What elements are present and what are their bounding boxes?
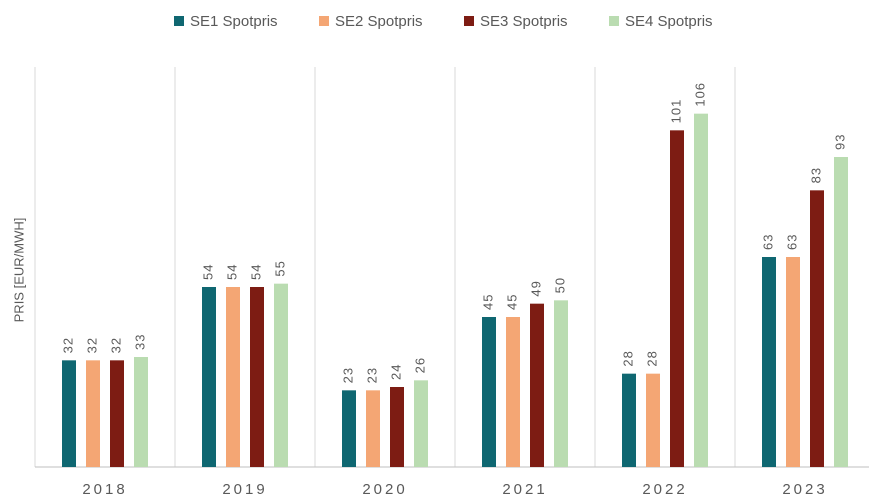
value-label: 93 <box>832 134 847 150</box>
value-label: 54 <box>248 264 263 280</box>
value-label: 45 <box>504 294 519 310</box>
bar <box>646 373 660 467</box>
legend-label: SE4 Spotpris <box>625 13 713 30</box>
x-tick-label: 2021 <box>502 481 547 498</box>
value-label: 32 <box>108 337 123 353</box>
bar <box>670 130 684 468</box>
x-tick-label: 2018 <box>82 481 127 498</box>
bar <box>226 287 240 467</box>
bar <box>342 390 356 467</box>
bar <box>110 360 124 467</box>
value-label: 33 <box>132 334 147 350</box>
bar <box>506 317 520 467</box>
x-tick-label: 2019 <box>222 481 267 498</box>
bar <box>414 380 428 467</box>
legend-label: SE2 Spotpris <box>335 13 423 30</box>
value-label: 32 <box>84 337 99 353</box>
x-tick-label: 2023 <box>782 481 827 498</box>
value-label: 106 <box>692 82 707 107</box>
bar <box>810 190 824 468</box>
bar <box>834 157 848 467</box>
value-label: 101 <box>668 99 683 124</box>
value-label: 55 <box>272 260 287 276</box>
bar <box>482 317 496 467</box>
value-label: 26 <box>412 357 427 373</box>
value-label: 32 <box>60 337 75 353</box>
bar <box>86 360 100 467</box>
bar <box>390 387 404 467</box>
legend-label: SE1 Spotpris <box>190 13 278 30</box>
bar <box>762 257 776 467</box>
bar <box>62 360 76 467</box>
legend-label: SE3 Spotpris <box>480 13 568 30</box>
bar <box>366 390 380 467</box>
value-label: 24 <box>388 364 403 380</box>
bar <box>786 257 800 467</box>
legend-swatch <box>174 16 184 26</box>
x-tick-label: 2022 <box>642 481 687 498</box>
value-label: 83 <box>808 167 823 183</box>
bar <box>554 300 568 467</box>
legend-swatch <box>464 16 474 26</box>
bar <box>250 287 264 467</box>
value-label: 54 <box>200 264 215 280</box>
legend-swatch <box>319 16 329 26</box>
bar <box>530 303 544 467</box>
value-label: 28 <box>620 350 635 366</box>
legend-swatch <box>609 16 619 26</box>
value-label: 50 <box>552 277 567 293</box>
bar <box>274 283 288 467</box>
value-label: 63 <box>784 234 799 250</box>
x-tick-label: 2020 <box>362 481 407 498</box>
bar <box>202 287 216 467</box>
bar <box>134 357 148 467</box>
value-label: 28 <box>644 350 659 366</box>
value-label: 23 <box>364 367 379 383</box>
y-axis-label: PRIS [EUR/MWH] <box>11 218 26 323</box>
value-label: 49 <box>528 280 543 296</box>
bar <box>694 113 708 468</box>
value-label: 63 <box>760 234 775 250</box>
value-label: 23 <box>340 367 355 383</box>
bar <box>622 373 636 467</box>
value-label: 45 <box>480 294 495 310</box>
value-label: 54 <box>224 264 239 280</box>
